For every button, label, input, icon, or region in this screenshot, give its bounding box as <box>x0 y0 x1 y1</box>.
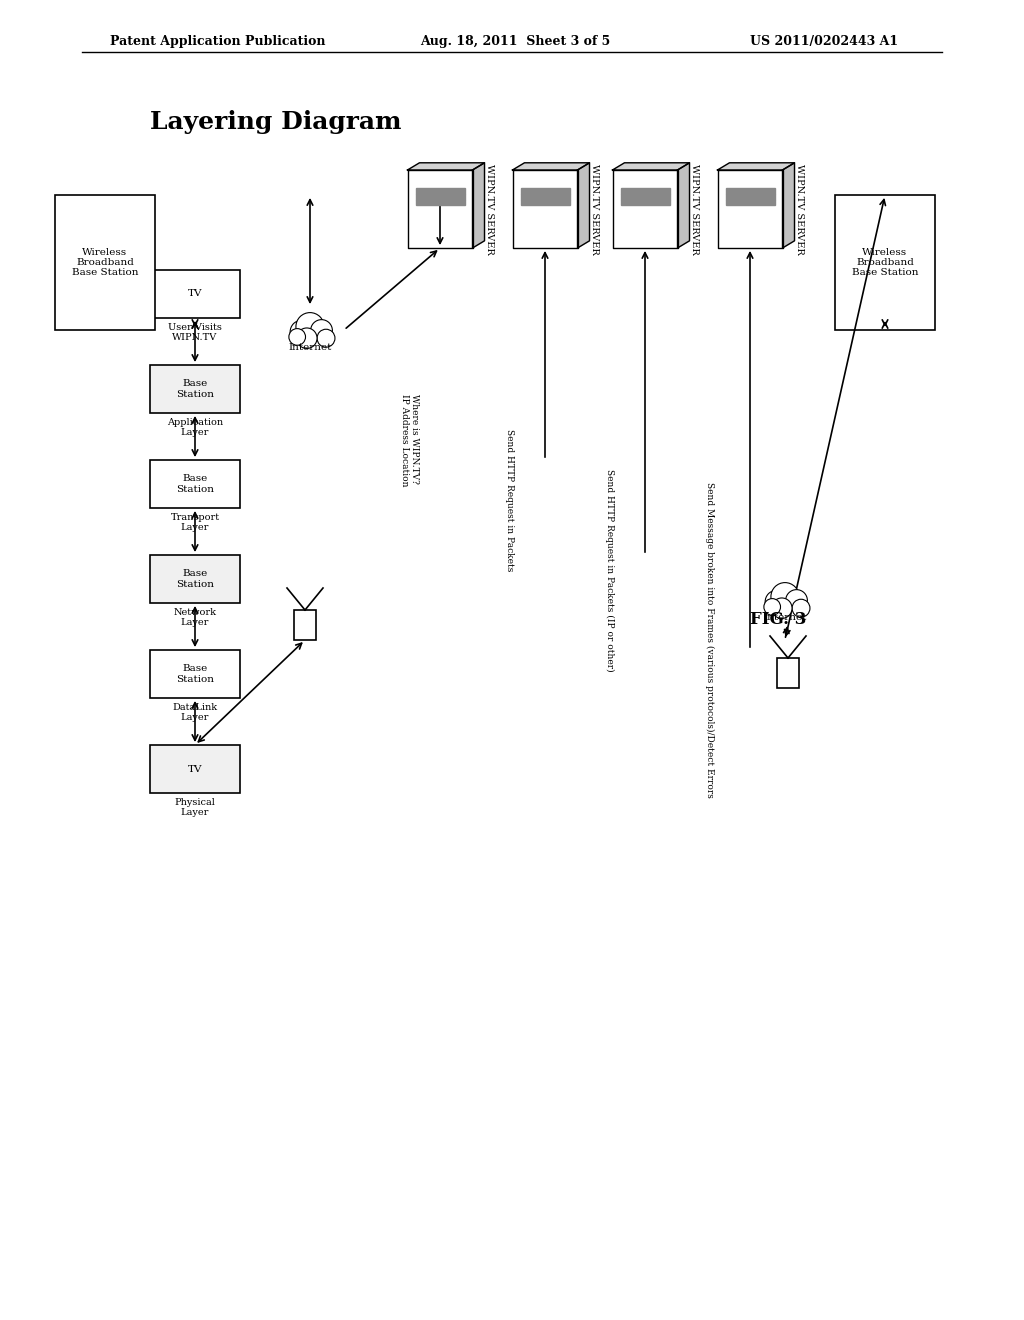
Polygon shape <box>520 187 569 194</box>
Bar <box>777 657 799 688</box>
Polygon shape <box>621 194 670 199</box>
Polygon shape <box>612 170 678 248</box>
Text: Where is WIPN.TV?
IP Address Location: Where is WIPN.TV? IP Address Location <box>400 393 420 486</box>
FancyBboxPatch shape <box>150 366 240 413</box>
Circle shape <box>764 598 780 615</box>
Text: Send HTTP Request in Packets (IP or other): Send HTTP Request in Packets (IP or othe… <box>605 469 614 672</box>
FancyBboxPatch shape <box>150 554 240 603</box>
Polygon shape <box>408 162 484 170</box>
Polygon shape <box>718 170 782 248</box>
Circle shape <box>317 329 335 347</box>
Circle shape <box>289 329 305 346</box>
Circle shape <box>785 590 807 611</box>
Polygon shape <box>678 162 689 248</box>
Text: WIPN.TV SERVER: WIPN.TV SERVER <box>485 164 494 255</box>
FancyBboxPatch shape <box>150 459 240 508</box>
Circle shape <box>297 327 317 348</box>
Polygon shape <box>578 162 590 248</box>
Polygon shape <box>416 201 465 206</box>
Text: TV: TV <box>187 289 203 298</box>
Text: WIPN.TV SERVER: WIPN.TV SERVER <box>590 164 599 255</box>
Text: Base
Station: Base Station <box>176 569 214 589</box>
FancyBboxPatch shape <box>835 195 935 330</box>
Polygon shape <box>520 194 569 199</box>
Polygon shape <box>718 162 795 170</box>
Circle shape <box>310 319 333 342</box>
Text: TV: TV <box>187 764 203 774</box>
Text: Wireless
Broadband
Base Station: Wireless Broadband Base Station <box>852 248 919 277</box>
Text: Physical
Layer: Physical Layer <box>174 799 215 817</box>
Circle shape <box>771 598 792 619</box>
Polygon shape <box>782 162 795 248</box>
Circle shape <box>771 582 799 611</box>
Circle shape <box>792 599 810 618</box>
Text: Application
Layer: Application Layer <box>167 418 223 437</box>
Bar <box>294 610 316 640</box>
FancyBboxPatch shape <box>55 195 155 330</box>
FancyBboxPatch shape <box>150 649 240 698</box>
Polygon shape <box>725 187 774 194</box>
FancyBboxPatch shape <box>150 744 240 793</box>
Text: FIG. 3: FIG. 3 <box>750 611 806 628</box>
Polygon shape <box>416 194 465 199</box>
Text: DataLink
Layer: DataLink Layer <box>172 704 217 722</box>
Text: Send Message broken into Frames (various protocols)/Detect Errors: Send Message broken into Frames (various… <box>705 482 714 797</box>
Text: WIPN.TV SERVER: WIPN.TV SERVER <box>690 164 699 255</box>
Polygon shape <box>472 162 484 248</box>
Text: Base
Station: Base Station <box>176 474 214 494</box>
Text: Wireless
Broadband
Base Station: Wireless Broadband Base Station <box>72 248 138 277</box>
Text: Send HTTP Request in Packets: Send HTTP Request in Packets <box>505 429 514 572</box>
Text: Patent Application Publication: Patent Application Publication <box>110 36 326 48</box>
Polygon shape <box>621 201 670 206</box>
Text: Base
Station: Base Station <box>176 379 214 399</box>
Text: Aug. 18, 2011  Sheet 3 of 5: Aug. 18, 2011 Sheet 3 of 5 <box>420 36 610 48</box>
FancyBboxPatch shape <box>150 271 240 318</box>
Circle shape <box>290 321 313 343</box>
Circle shape <box>296 313 324 341</box>
Polygon shape <box>512 170 578 248</box>
Polygon shape <box>725 194 774 199</box>
Text: Base
Station: Base Station <box>176 664 214 684</box>
Text: Transport
Layer: Transport Layer <box>170 513 219 532</box>
Polygon shape <box>621 187 670 194</box>
Polygon shape <box>512 162 590 170</box>
Text: Internet: Internet <box>289 343 332 352</box>
Text: Internet: Internet <box>763 612 807 622</box>
Circle shape <box>765 590 788 614</box>
Text: User Visits
WIPN.TV: User Visits WIPN.TV <box>168 323 222 342</box>
Polygon shape <box>416 187 465 194</box>
Text: Layering Diagram: Layering Diagram <box>150 110 401 135</box>
Polygon shape <box>520 201 569 206</box>
Text: WIPN.TV SERVER: WIPN.TV SERVER <box>795 164 804 255</box>
Polygon shape <box>725 201 774 206</box>
Polygon shape <box>408 170 472 248</box>
Polygon shape <box>612 162 689 170</box>
Text: Network
Layer: Network Layer <box>173 609 216 627</box>
Text: US 2011/0202443 A1: US 2011/0202443 A1 <box>750 36 898 48</box>
